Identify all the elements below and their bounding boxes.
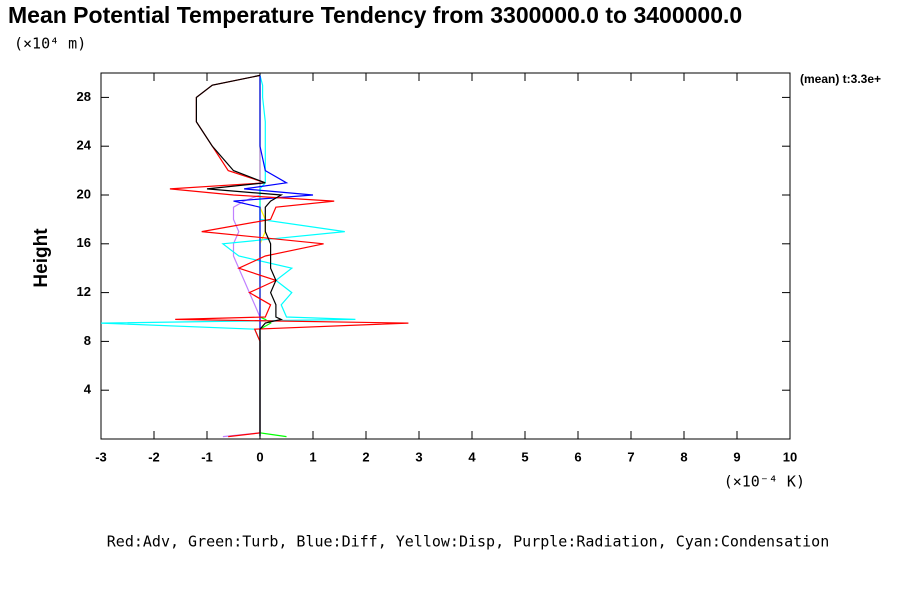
x-tick-label: 5: [521, 449, 528, 464]
x-tick-label: 4: [468, 449, 476, 464]
x-tick-label: -1: [201, 449, 213, 464]
y-tick-label: 20: [77, 186, 91, 201]
x-tick-label: 10: [783, 449, 797, 464]
y-tick-label: 8: [84, 333, 91, 348]
annotation: (mean) t:3.3e+: [800, 72, 881, 86]
x-tick-label: 9: [733, 449, 740, 464]
profile-line: [169, 74, 409, 438]
y-tick-label: 24: [77, 138, 92, 153]
y-tick-label: 12: [77, 284, 91, 299]
x-tick-label: 7: [627, 449, 634, 464]
y-axis-label: Height: [31, 228, 52, 288]
x-tick-label: 0: [256, 449, 263, 464]
y-tick-label: 16: [77, 235, 91, 250]
x-tick-label: 6: [574, 449, 581, 464]
chart-title: Mean Potential Temperature Tendency from…: [8, 2, 742, 28]
y-tick-label: 4: [84, 382, 92, 397]
x-tick-label: -3: [95, 449, 107, 464]
profile-line: [195, 74, 284, 437]
x-unit: (×10⁻⁴ K): [724, 473, 805, 491]
x-tick-label: 2: [362, 449, 369, 464]
profile-line: [100, 75, 356, 437]
x-tick-label: 1: [309, 449, 316, 464]
y-unit: (×10⁴ m): [14, 35, 86, 53]
x-tick-label: 3: [415, 449, 422, 464]
legend: Red:Adv, Green:Turb, Blue:Diff, Yellow:D…: [107, 533, 829, 551]
plot-frame: [100, 72, 791, 440]
y-tick-label: 28: [77, 89, 91, 104]
x-tick-label: -2: [148, 449, 160, 464]
x-tick-label: 8: [680, 449, 687, 464]
profile-line: [233, 75, 314, 437]
